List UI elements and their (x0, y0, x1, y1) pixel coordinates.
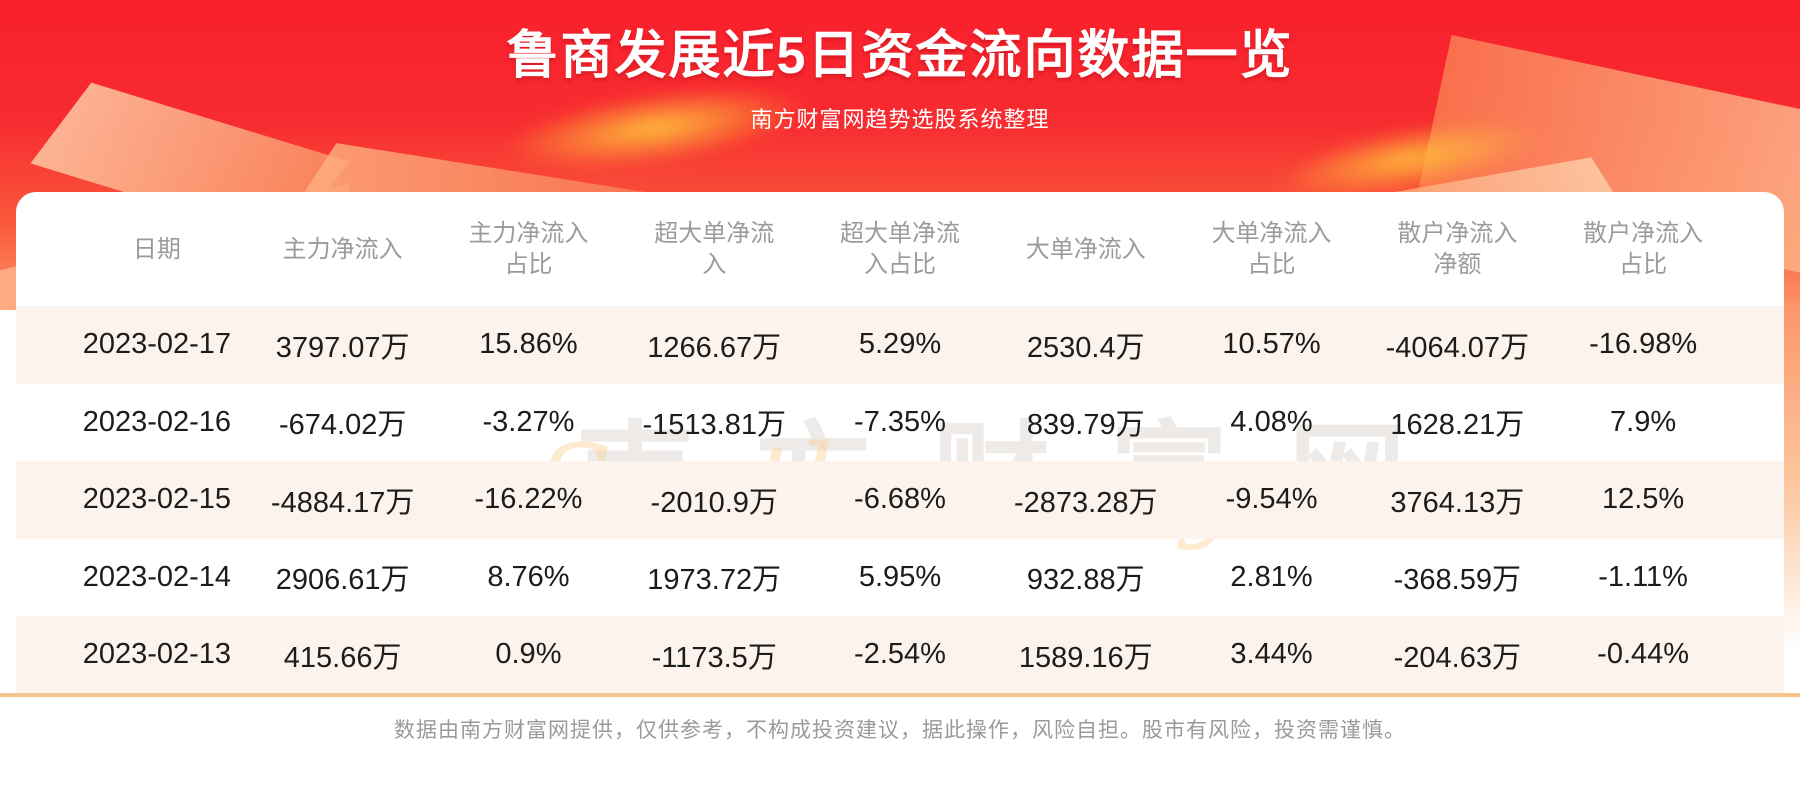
table-cell: -2.54% (854, 638, 946, 671)
fund-flow-table: 日期 主力净流入 主力净流入 占比 超大单净流 入 超大单净流 入占比 (16, 192, 1784, 694)
table-cell: 3.44% (1230, 638, 1313, 671)
cell-date: 2023-02-14 (82, 560, 232, 593)
bottom-accent-line (0, 693, 1800, 697)
cell-date: 2023-02-17 (82, 328, 232, 361)
table-row: 2023-02-15 -4884.17万 -16.22% -2010.9万 -6… (16, 461, 1784, 539)
table-cell: -3.27% (482, 405, 575, 438)
table-cell: 1628.21万 (1390, 409, 1525, 442)
table-cell: -2010.9万 (650, 486, 778, 519)
table-cell: 932.88万 (1026, 564, 1145, 597)
table-cell: 2906.61万 (275, 564, 410, 597)
header-line: 超大单净流 (839, 220, 960, 247)
table-cell: 3764.13万 (1390, 486, 1525, 519)
header-line: 大单净流入 (1211, 220, 1332, 247)
table-row: 2023-02-13 415.66万 0.9% -1173.5万 -2.54% … (16, 616, 1784, 694)
column-header-xl-order-net-inflow-pct: 超大单净流 入占比 (807, 218, 993, 280)
table-cell: 2.81% (1230, 560, 1313, 593)
banner-right-edge-strip (1782, 300, 1800, 650)
column-header-xl-order-net-inflow: 超大单净流 入 (621, 218, 807, 280)
table-cell: 5.29% (858, 328, 942, 361)
header-line: 超大单净流 (654, 220, 775, 247)
table-cell: -4884.17万 (270, 486, 415, 519)
header-line: 净额 (1433, 251, 1482, 278)
disclaimer-text: 数据由南方财富网提供，仅供参考，不构成投资建议，据此操作，风险自担。股市有风险，… (394, 719, 1406, 742)
data-table-card: 南方财富网 Southmoney.com 日期 主力净流入 主力净流入 占比 超… (16, 192, 1784, 694)
column-header-large-order-net-inflow: 大单净流入 (993, 234, 1179, 265)
page-title: 鲁商发展近5日资金流向数据一览 (506, 27, 1294, 85)
table-cell: -16.98% (1589, 328, 1698, 361)
header-line: 散户净流入 (1397, 220, 1518, 247)
table-cell: 0.9% (495, 638, 562, 671)
table-cell: -674.02万 (278, 409, 407, 442)
cell-date: 2023-02-16 (82, 405, 232, 438)
table-cell: 4.08% (1230, 405, 1313, 438)
table-row: 2023-02-16 -674.02万 -3.27% -1513.81万 -7.… (64, 384, 1736, 462)
table-row: 2023-02-14 2906.61万 8.76% 1973.72万 5.95%… (64, 539, 1736, 617)
table-cell: 1589.16万 (1018, 641, 1153, 674)
table-cell: 7.9% (1610, 405, 1677, 438)
table-cell: 839.79万 (1026, 409, 1145, 442)
table-cell: 10.57% (1222, 328, 1321, 361)
header-line: 入 (702, 251, 727, 278)
table-cell: -368.59万 (1393, 564, 1521, 597)
header-line: 主力净流入 (282, 235, 403, 263)
banner-titles: 鲁商发展近5日资金流向数据一览 南方财富网趋势选股系统整理 (0, 0, 1800, 134)
table-cell: -0.44% (1597, 638, 1690, 671)
table-cell: 5.95% (858, 560, 942, 593)
table-cell: 3797.07万 (275, 331, 410, 364)
table-header-row: 日期 主力净流入 主力净流入 占比 超大单净流 入 超大单净流 入占比 (64, 192, 1736, 306)
table-cell: 1266.67万 (647, 331, 782, 364)
header-line: 占比 (504, 251, 553, 278)
column-header-retail-net-inflow-pct: 散户净流入 占比 (1550, 218, 1736, 280)
column-header-large-order-net-inflow-pct: 大单净流入 占比 (1179, 218, 1365, 280)
column-header-retail-net-inflow: 散户净流入 净额 (1364, 218, 1550, 280)
table-cell: -204.63万 (1393, 641, 1521, 674)
table-cell: 8.76% (487, 560, 570, 593)
header-line: 占比 (1619, 251, 1668, 278)
table-cell: 12.5% (1601, 483, 1685, 516)
table-cell: -4064.07万 (1385, 331, 1530, 364)
table-cell: 15.86% (479, 328, 578, 361)
table-cell: -7.35% (854, 405, 946, 438)
table-cell: -16.22% (474, 483, 583, 516)
table-cell: -2873.28万 (1014, 486, 1158, 519)
header-line: 占比 (1247, 251, 1296, 278)
table-cell: -1.11% (1598, 560, 1688, 593)
table-cell: 2530.4万 (1026, 331, 1145, 364)
table-cell: -1173.5万 (651, 641, 777, 674)
table-cell: 1973.72万 (647, 564, 782, 597)
header-line: 日期 (132, 235, 181, 263)
table-row: 2023-02-17 3797.07万 15.86% 1266.67万 5.29… (16, 306, 1784, 384)
column-header-main-net-inflow-pct: 主力净流入 占比 (436, 218, 622, 280)
page-subtitle: 南方财富网趋势选股系统整理 (750, 107, 1050, 132)
cell-date: 2023-02-15 (82, 483, 232, 516)
column-header-date: 日期 (64, 234, 250, 265)
table-cell: 415.66万 (283, 641, 402, 674)
table-cell: -6.68% (854, 483, 946, 516)
table-cell: -9.54% (1225, 483, 1318, 516)
cell-date: 2023-02-13 (82, 638, 232, 671)
header-line: 入占比 (863, 251, 936, 278)
column-header-main-net-inflow: 主力净流入 (250, 234, 436, 265)
header-line: 主力净流入 (468, 220, 589, 247)
table-cell: -1513.81万 (642, 409, 786, 442)
header-line: 大单净流入 (1025, 235, 1146, 263)
header-line: 散户净流入 (1583, 220, 1704, 247)
